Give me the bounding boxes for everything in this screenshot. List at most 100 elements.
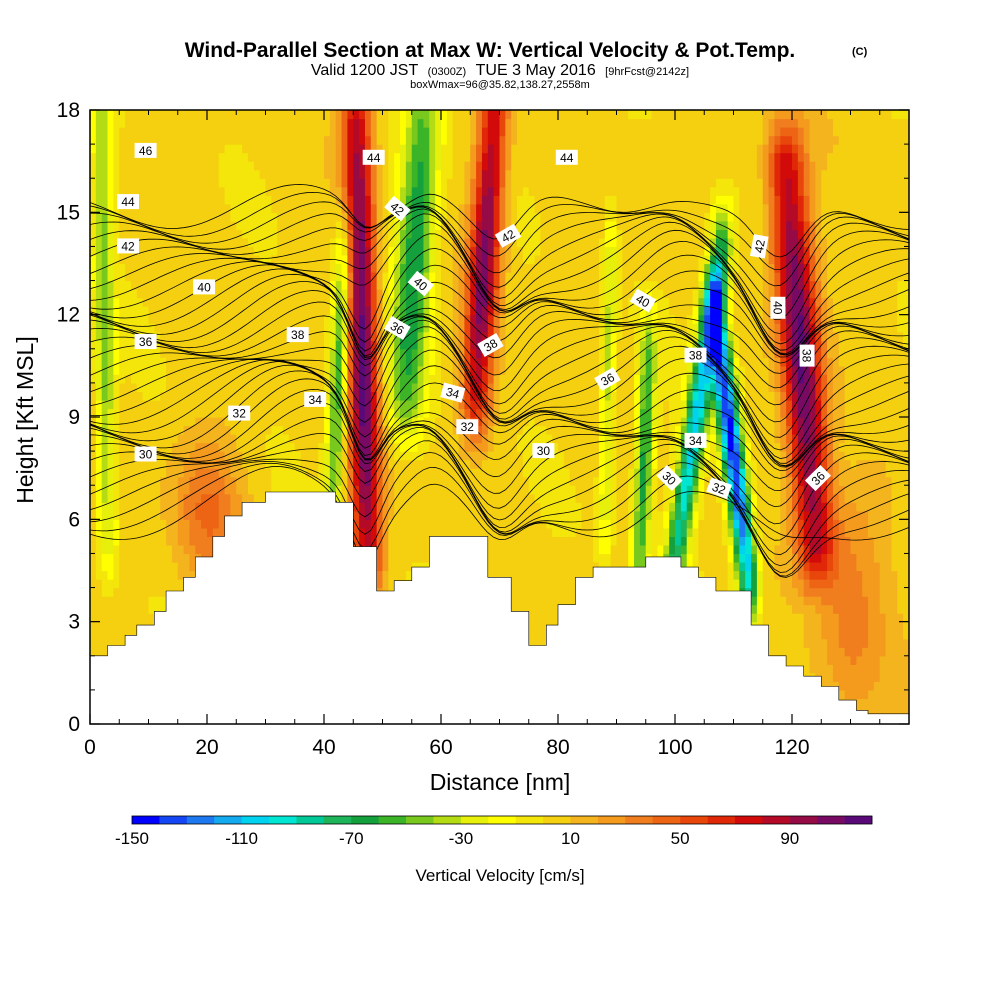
vertical-velocity-cell [90, 127, 97, 137]
vertical-velocity-cell [247, 246, 255, 256]
vertical-velocity-cell [95, 570, 103, 580]
vertical-velocity-cell [195, 519, 202, 529]
vertical-velocity-cell [470, 348, 477, 358]
vertical-velocity-cell [376, 272, 384, 282]
vertical-velocity-cell [312, 459, 319, 469]
vertical-velocity-cell [441, 254, 448, 265]
vertical-velocity-cell [259, 408, 267, 418]
vertical-velocity-cell [294, 357, 302, 367]
vertical-velocity-cell [288, 254, 296, 265]
vertical-velocity-cell [119, 212, 126, 222]
vertical-velocity-cell [201, 493, 208, 503]
vertical-velocity-cell [107, 485, 114, 495]
vertical-velocity-cell [136, 434, 144, 444]
vertical-velocity-cell [224, 263, 231, 273]
vertical-velocity-cell [476, 306, 483, 316]
vertical-velocity-cell [113, 212, 120, 222]
vertical-velocity-cell [300, 391, 308, 401]
vertical-velocity-cell [130, 178, 138, 188]
vertical-velocity-cell [446, 374, 454, 384]
vertical-velocity-cell [148, 246, 155, 256]
vertical-velocity-cell [341, 459, 348, 469]
vertical-velocity-cell [136, 417, 144, 427]
vertical-velocity-cell [441, 186, 448, 196]
vertical-velocity-cell [218, 118, 226, 128]
vertical-velocity-cell [423, 425, 430, 435]
vertical-velocity-cell [171, 408, 179, 418]
vertical-velocity-cell [476, 451, 483, 461]
vertical-velocity-cell [388, 476, 395, 486]
vertical-velocity-cell [405, 502, 413, 512]
vertical-velocity-cell [236, 434, 243, 444]
vertical-velocity-cell [464, 272, 471, 282]
vertical-velocity-cell [177, 186, 185, 196]
vertical-velocity-cell [212, 340, 220, 350]
vertical-velocity-cell [195, 434, 202, 444]
vertical-velocity-cell [382, 374, 389, 384]
vertical-velocity-cell [435, 468, 442, 478]
vertical-velocity-cell [429, 391, 436, 401]
vertical-velocity-cell [306, 348, 313, 358]
vertical-velocity-cell [400, 272, 407, 282]
vertical-velocity-cell [277, 348, 284, 358]
vertical-velocity-cell [435, 485, 442, 495]
vertical-velocity-cell [283, 434, 290, 444]
vertical-velocity-cell [236, 237, 243, 248]
vertical-velocity-cell [166, 127, 173, 137]
vertical-velocity-cell [201, 297, 208, 307]
vertical-velocity-cell [125, 289, 132, 299]
vertical-velocity-cell [195, 340, 202, 350]
vertical-velocity-cell [288, 314, 296, 324]
vertical-velocity-cell [405, 340, 413, 350]
vertical-velocity-cell [353, 289, 360, 299]
vertical-velocity-cell [318, 459, 325, 469]
vertical-velocity-cell [458, 374, 465, 384]
vertical-velocity-cell [364, 212, 372, 222]
vertical-velocity-cell [382, 391, 389, 401]
vertical-velocity-cell [148, 203, 155, 213]
vertical-velocity-cell [90, 502, 97, 512]
vertical-velocity-cell [312, 127, 319, 137]
vertical-velocity-cell [441, 519, 448, 529]
vertical-velocity-cell [154, 527, 161, 537]
vertical-velocity-cell [130, 621, 138, 631]
vertical-velocity-cell [487, 178, 495, 188]
vertical-velocity-cell [113, 254, 120, 265]
vertical-velocity-cell [171, 519, 179, 529]
vertical-velocity-cell [306, 306, 313, 316]
vertical-velocity-cell [160, 536, 167, 546]
vertical-velocity-cell [189, 203, 196, 213]
vertical-velocity-cell [90, 510, 97, 520]
vertical-velocity-cell [218, 510, 226, 520]
vertical-velocity-cell [376, 186, 384, 196]
vertical-velocity-cell [201, 127, 208, 137]
vertical-velocity-cell [119, 468, 126, 478]
vertical-velocity-cell [271, 220, 278, 230]
vertical-velocity-cell [481, 152, 489, 162]
vertical-velocity-cell [376, 357, 384, 367]
vertical-velocity-cell [400, 152, 407, 162]
vertical-velocity-cell [265, 169, 272, 179]
vertical-velocity-cell [353, 425, 360, 435]
vertical-velocity-cell [446, 434, 454, 444]
vertical-velocity-cell [154, 314, 161, 324]
vertical-velocity-cell [388, 110, 395, 120]
vertical-velocity-cell [341, 323, 348, 333]
vertical-velocity-cell [224, 374, 231, 384]
vertical-velocity-cell [441, 468, 448, 478]
vertical-velocity-cell [353, 220, 360, 230]
vertical-velocity-cell [341, 442, 348, 452]
vertical-velocity-cell [107, 638, 114, 648]
vertical-velocity-cell [481, 135, 489, 145]
vertical-velocity-cell [177, 553, 185, 563]
vertical-velocity-cell [95, 280, 103, 290]
vertical-velocity-cell [294, 263, 302, 273]
vertical-velocity-cell [288, 382, 296, 393]
vertical-velocity-cell [300, 186, 308, 196]
vertical-velocity-cell [189, 502, 196, 512]
vertical-velocity-cell [464, 220, 471, 230]
vertical-velocity-cell [452, 135, 460, 145]
vertical-velocity-cell [101, 510, 109, 520]
vertical-velocity-cell [201, 502, 208, 512]
vertical-velocity-cell [347, 161, 354, 171]
